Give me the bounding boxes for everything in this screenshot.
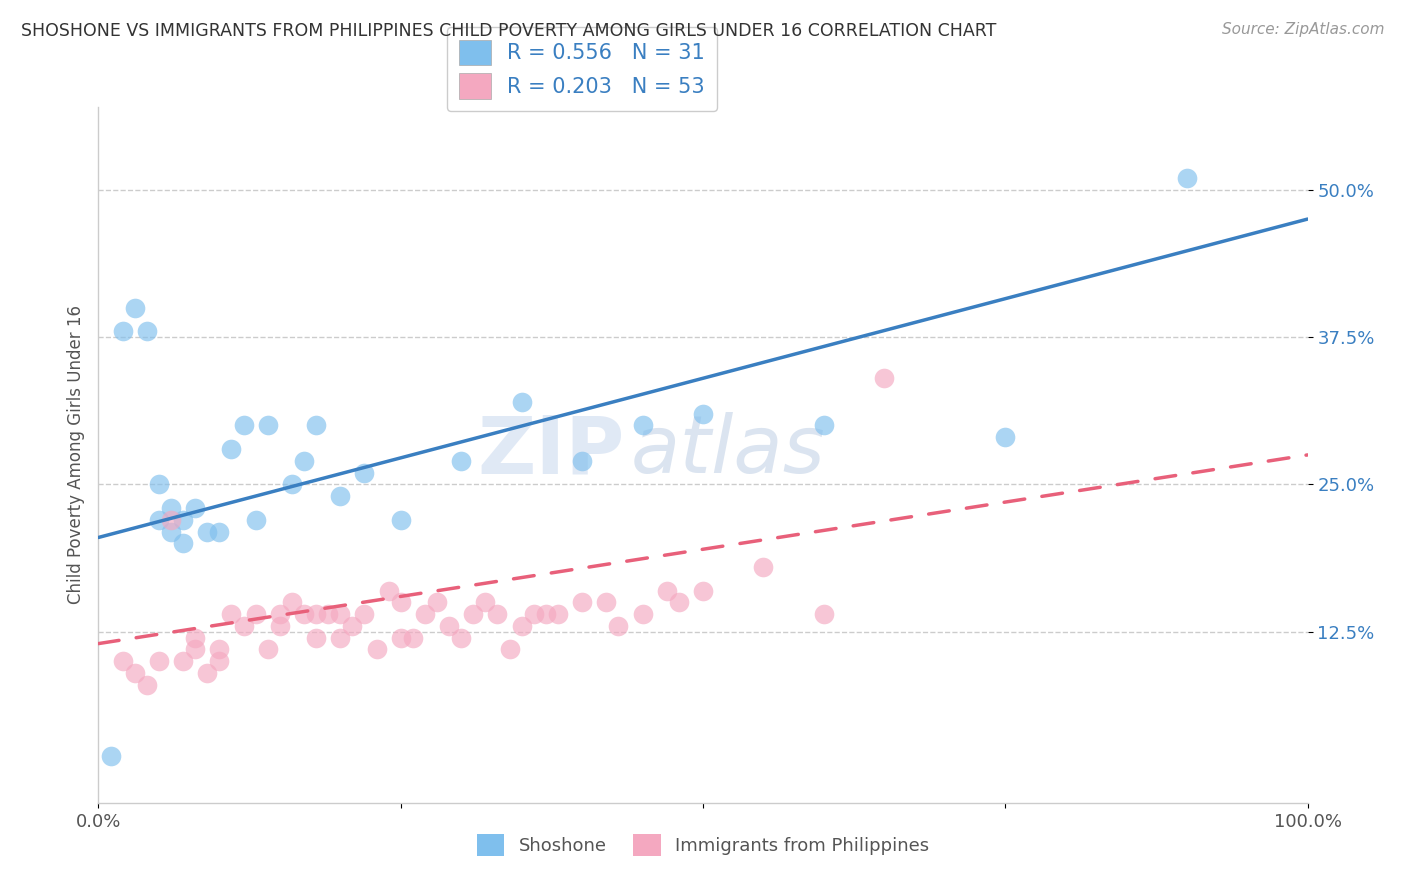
Point — [523, 607, 546, 621]
Point — [111, 654, 134, 668]
Point — [195, 524, 218, 539]
Point — [221, 607, 243, 621]
Point — [342, 619, 364, 633]
Y-axis label: Child Poverty Among Girls Under 16: Child Poverty Among Girls Under 16 — [66, 305, 84, 605]
Point — [498, 642, 520, 657]
Point — [281, 477, 304, 491]
Point — [232, 619, 254, 633]
Point — [184, 631, 207, 645]
Point — [595, 595, 617, 609]
Point — [534, 607, 557, 621]
Point — [135, 324, 157, 338]
Point — [148, 477, 170, 491]
Point — [631, 607, 654, 621]
Point — [426, 595, 449, 609]
Point — [148, 654, 170, 668]
Point — [389, 631, 412, 645]
Point — [281, 595, 304, 609]
Point — [160, 500, 183, 515]
Point — [474, 595, 496, 609]
Point — [510, 395, 533, 409]
Point — [208, 654, 231, 668]
Point — [389, 513, 412, 527]
Point — [195, 666, 218, 681]
Point — [486, 607, 509, 621]
Point — [245, 607, 267, 621]
Point — [353, 466, 375, 480]
Point — [450, 454, 472, 468]
Text: ZIP: ZIP — [477, 412, 624, 491]
Point — [208, 642, 231, 657]
Point — [668, 595, 690, 609]
Point — [571, 454, 593, 468]
Point — [305, 418, 328, 433]
Point — [813, 418, 835, 433]
Point — [135, 678, 157, 692]
Text: atlas: atlas — [630, 412, 825, 491]
Text: Source: ZipAtlas.com: Source: ZipAtlas.com — [1222, 22, 1385, 37]
Point — [692, 407, 714, 421]
Point — [655, 583, 678, 598]
Point — [437, 619, 460, 633]
Point — [124, 666, 146, 681]
Point — [148, 513, 170, 527]
Point — [100, 748, 122, 763]
Point — [292, 607, 315, 621]
Point — [305, 631, 328, 645]
Point — [316, 607, 339, 621]
Text: SHOSHONE VS IMMIGRANTS FROM PHILIPPINES CHILD POVERTY AMONG GIRLS UNDER 16 CORRE: SHOSHONE VS IMMIGRANTS FROM PHILIPPINES … — [21, 22, 997, 40]
Point — [377, 583, 399, 598]
Point — [329, 631, 352, 645]
Point — [547, 607, 569, 621]
Point — [111, 324, 134, 338]
Point — [172, 536, 194, 550]
Point — [124, 301, 146, 315]
Point — [413, 607, 436, 621]
Point — [510, 619, 533, 633]
Point — [172, 654, 194, 668]
Point — [813, 607, 835, 621]
Point — [450, 631, 472, 645]
Point — [160, 513, 183, 527]
Point — [607, 619, 630, 633]
Point — [571, 595, 593, 609]
Point — [256, 642, 278, 657]
Point — [873, 371, 896, 385]
Point — [208, 524, 231, 539]
Point — [245, 513, 267, 527]
Legend: Shoshone, Immigrants from Philippines: Shoshone, Immigrants from Philippines — [470, 827, 936, 863]
Point — [692, 583, 714, 598]
Point — [184, 500, 207, 515]
Point — [463, 607, 485, 621]
Point — [994, 430, 1017, 444]
Point — [269, 607, 291, 621]
Point — [232, 418, 254, 433]
Point — [402, 631, 425, 645]
Point — [256, 418, 278, 433]
Point — [389, 595, 412, 609]
Point — [160, 524, 183, 539]
Point — [172, 513, 194, 527]
Point — [631, 418, 654, 433]
Point — [221, 442, 243, 456]
Point — [305, 607, 328, 621]
Point — [269, 619, 291, 633]
Point — [329, 489, 352, 503]
Point — [184, 642, 207, 657]
Point — [329, 607, 352, 621]
Point — [752, 560, 775, 574]
Point — [353, 607, 375, 621]
Point — [1175, 170, 1198, 185]
Point — [292, 454, 315, 468]
Point — [366, 642, 388, 657]
